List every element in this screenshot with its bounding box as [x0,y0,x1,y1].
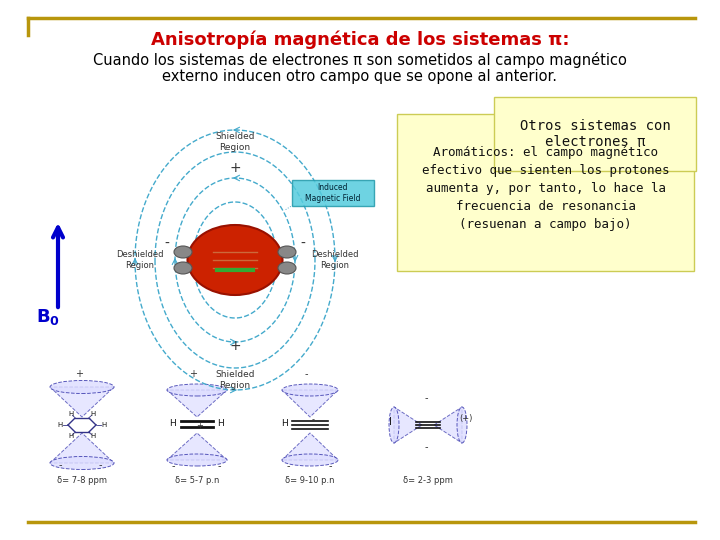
FancyBboxPatch shape [494,97,696,171]
Text: Shielded
Region: Shielded Region [215,132,255,152]
Ellipse shape [282,384,338,396]
Text: δ= 7-8 ppm: δ= 7-8 ppm [57,476,107,485]
Ellipse shape [50,456,114,469]
Text: +: + [229,339,240,353]
FancyBboxPatch shape [397,114,694,271]
Polygon shape [50,433,114,463]
Text: -: - [424,442,428,452]
Polygon shape [282,433,338,460]
Polygon shape [167,390,227,417]
Polygon shape [394,407,422,443]
Text: Induced
Magnetic Field: Induced Magnetic Field [305,183,361,202]
Text: -: - [58,460,62,470]
Text: -: - [312,415,315,424]
Text: -: - [328,461,332,471]
Text: externo inducen otro campo que se opone al anterior.: externo inducen otro campo que se opone … [163,69,557,84]
Polygon shape [167,433,227,460]
FancyBboxPatch shape [292,180,374,206]
Text: Deshielded
Region: Deshielded Region [116,251,163,269]
Text: +: + [75,369,83,379]
Text: -: - [217,461,221,471]
Text: +: + [189,369,197,379]
Text: H: H [58,422,63,428]
Text: -: - [98,460,102,470]
Text: H: H [91,411,96,417]
Text: H: H [68,411,73,417]
Ellipse shape [174,246,192,258]
Ellipse shape [278,246,296,258]
Text: H: H [102,422,107,428]
Text: -: - [300,237,305,251]
Ellipse shape [174,262,192,274]
Ellipse shape [187,225,282,295]
Text: δ= 5-7 p.n: δ= 5-7 p.n [175,476,219,485]
Text: +: + [229,161,240,175]
Text: H: H [281,418,287,428]
Ellipse shape [167,384,227,396]
Ellipse shape [457,407,467,443]
Text: Shielded
Region: Shielded Region [215,370,255,390]
Ellipse shape [282,454,338,466]
Text: H: H [91,433,96,439]
Ellipse shape [167,454,227,466]
Text: (+): (+) [459,414,473,423]
Text: +: + [197,421,204,430]
Text: -: - [171,461,175,471]
Ellipse shape [278,262,296,274]
Ellipse shape [389,407,399,443]
Text: δ= 2-3 ppm: δ= 2-3 ppm [403,476,453,485]
Polygon shape [282,390,338,417]
Text: -: - [287,461,289,471]
Text: δ= 9-10 p.n: δ= 9-10 p.n [285,476,335,485]
Polygon shape [50,387,114,417]
Text: Aromáticos: el campo magnético
efectivo que sienten los protones
aumenta y, por : Aromáticos: el campo magnético efectivo … [422,146,670,231]
Text: -: - [305,369,307,379]
Text: H: H [170,418,176,428]
Text: Deshielded
Region: Deshielded Region [311,251,359,269]
Text: -: - [165,237,169,251]
Text: Otros sistemas con
electrones π: Otros sistemas con electrones π [520,119,670,149]
Text: I: I [389,417,392,427]
Polygon shape [434,407,462,443]
Text: Anisotropía magnética de los sistemas π:: Anisotropía magnética de los sistemas π: [150,31,570,49]
Text: -: - [424,393,428,403]
Text: H: H [68,433,73,439]
Text: H: H [217,418,225,428]
Text: Cuando los sistemas de electrones π son sometidos al campo magnético: Cuando los sistemas de electrones π son … [93,52,627,68]
Ellipse shape [50,381,114,394]
Text: $\mathbf{B_0}$: $\mathbf{B_0}$ [36,307,60,327]
